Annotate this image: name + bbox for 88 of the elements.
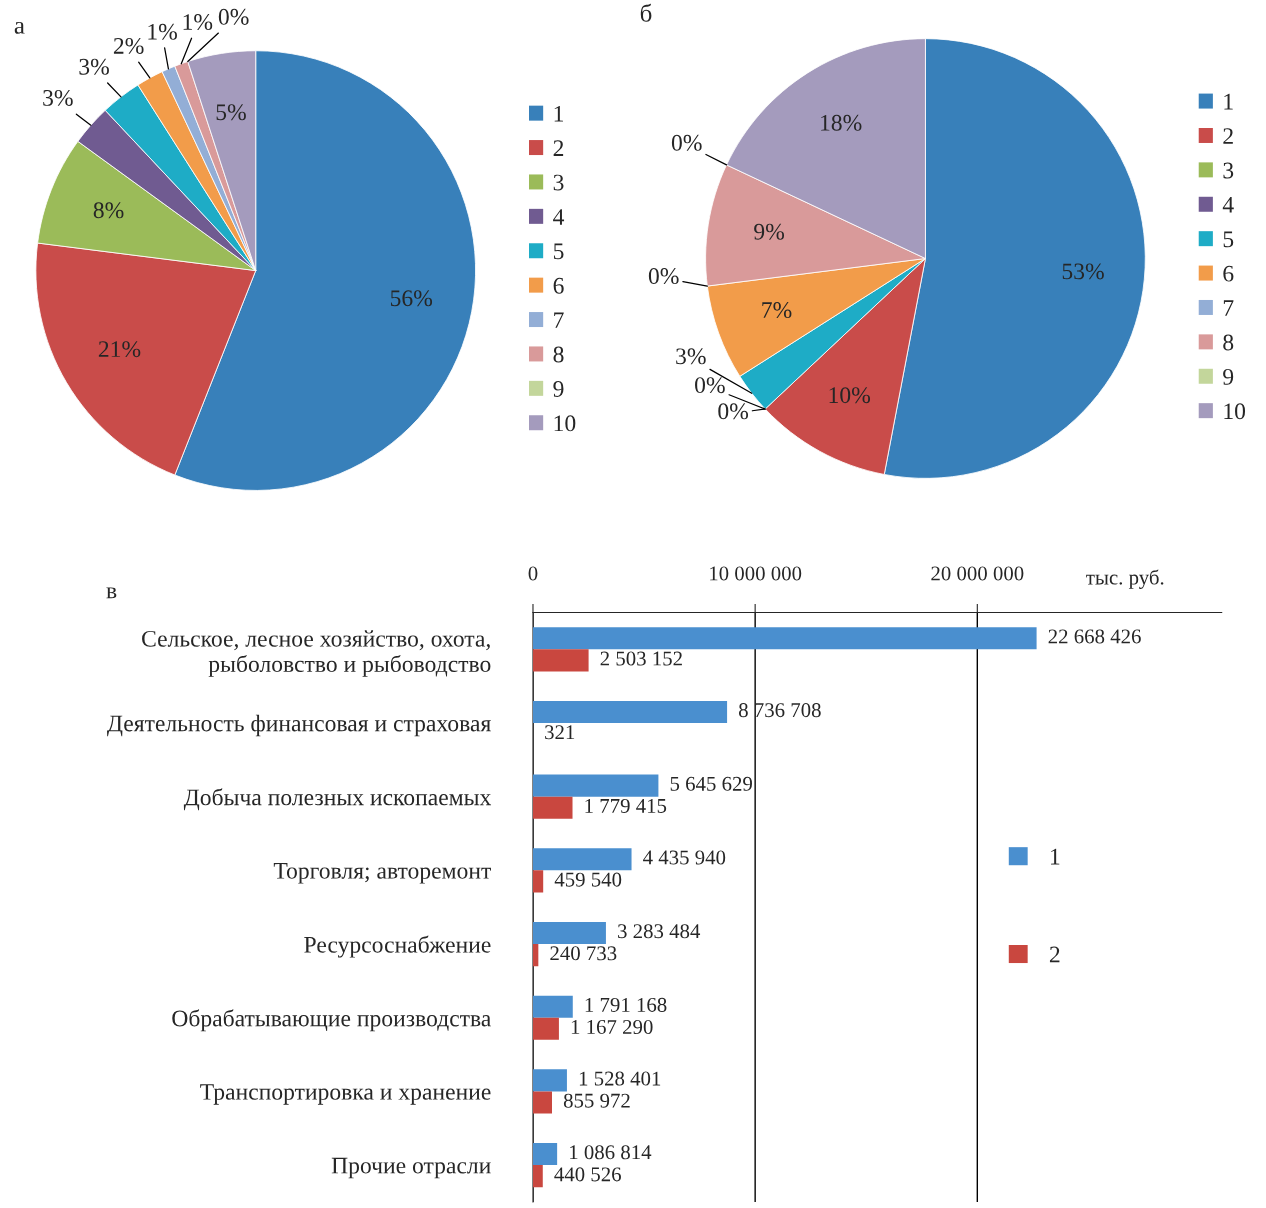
data-label: 1 086 814	[570, 1145, 652, 1160]
data-label: 2 503 152	[600, 651, 682, 666]
legend-label: 3	[1223, 162, 1234, 179]
bar	[532, 921, 606, 945]
legend-label: 9	[553, 381, 564, 397]
x-axis-title: тыс. руб.	[1086, 569, 1164, 589]
legend-label: 10	[554, 415, 576, 432]
text: 0%	[718, 403, 749, 420]
bar	[532, 1091, 552, 1114]
data-label: 440 526	[554, 1167, 621, 1182]
data-label: 8%	[93, 202, 124, 219]
data-label: 1 779 415	[585, 798, 667, 813]
data-label: 3%	[676, 348, 706, 365]
bar	[532, 1017, 559, 1040]
bar	[532, 1069, 567, 1092]
y-tick-label: Транспортировка и хранение	[200, 1084, 491, 1105]
legend-label: 5	[553, 243, 564, 260]
data-label: 22 668 426	[1048, 629, 1141, 644]
legend-label: 1	[1051, 848, 1060, 865]
data-label: 459 540	[554, 872, 622, 887]
bar	[532, 700, 728, 723]
legend-label: 2	[1223, 128, 1233, 144]
data-label: 9%	[754, 223, 785, 240]
x-tick-label: 10 000 000	[710, 566, 802, 581]
legend-label: 3	[553, 174, 564, 191]
data-label: 1%	[183, 14, 213, 31]
legend-label: 2	[553, 140, 564, 156]
bar	[532, 995, 573, 1018]
bar	[532, 944, 539, 967]
data-label: 1%	[148, 23, 177, 40]
bar	[532, 649, 589, 672]
legend-label: 9	[1223, 368, 1234, 385]
data-label: 3 283 484	[618, 924, 701, 939]
text: 0%	[671, 134, 702, 151]
data-label: 1 167 290	[571, 1019, 653, 1035]
data-label: 321	[545, 725, 575, 740]
bar	[532, 1165, 543, 1188]
legend-label: 6	[553, 277, 564, 294]
data-label: 3%	[43, 89, 73, 106]
legend-label: 10	[1224, 403, 1246, 420]
data-label: 3%	[79, 58, 109, 75]
legend-label: 5	[1223, 231, 1234, 248]
legend-label: 6	[1223, 265, 1234, 282]
bar	[532, 870, 544, 893]
y-tick-label: Сельское, лесное хозяйство, охота, рыболовство и рыбоводство	[142, 630, 491, 677]
y-tick-label: Добыча полезных ископаемых	[183, 788, 492, 811]
y-tick-label: Обрабатывающие производства	[172, 1009, 491, 1032]
data-label: 21%	[98, 341, 141, 358]
legend-label: 8	[1223, 334, 1234, 351]
data-label: 56%	[390, 290, 433, 307]
data-label: 10%	[829, 387, 871, 404]
data-label: 53%	[1062, 263, 1104, 280]
bar	[532, 627, 1037, 650]
data-label: 7%	[762, 302, 792, 319]
data-label: 8 736 708	[738, 703, 821, 718]
data-label: 18%	[821, 114, 862, 131]
data-label: 4 435 940	[643, 850, 726, 865]
y-tick-label: Деятельность финансовая и страховая	[107, 714, 491, 737]
x-tick-label: 20 000 000	[931, 566, 1024, 581]
data-label: 1 528 401	[579, 1071, 661, 1086]
chart-title: а	[14, 21, 25, 34]
data-label: 240 733	[550, 946, 617, 961]
legend-label: 4	[553, 209, 565, 225]
bar	[532, 1143, 558, 1166]
legend-label: 4	[1222, 197, 1234, 213]
y-tick-label: Торговля; авторемонт	[273, 863, 491, 884]
y-tick-label: Прочие отрасли	[331, 1157, 491, 1179]
legend-label: 7	[1223, 300, 1234, 316]
x-tick-label: 0	[528, 566, 538, 581]
legend-label: 1	[1224, 93, 1233, 110]
text: 0%	[648, 268, 679, 285]
text: 0%	[218, 8, 249, 25]
legend-label: 2	[1049, 946, 1060, 963]
legend-label: 1	[554, 105, 563, 122]
text: 0%	[695, 377, 725, 394]
data-label: 5 645 629	[670, 776, 752, 791]
bar	[532, 848, 632, 871]
chart-title: б	[640, 3, 652, 22]
bar	[532, 796, 573, 819]
data-label: 855 972	[563, 1093, 630, 1108]
data-label: 2%	[113, 37, 144, 54]
text: в	[106, 587, 117, 599]
legend-label: 8	[553, 346, 564, 363]
bar	[532, 774, 659, 797]
data-label: 1 791 168	[585, 997, 667, 1012]
y-tick-label: Ресурсоснабжение	[304, 935, 491, 958]
legend-label: 7	[554, 312, 564, 328]
data-label: 5%	[216, 104, 246, 121]
